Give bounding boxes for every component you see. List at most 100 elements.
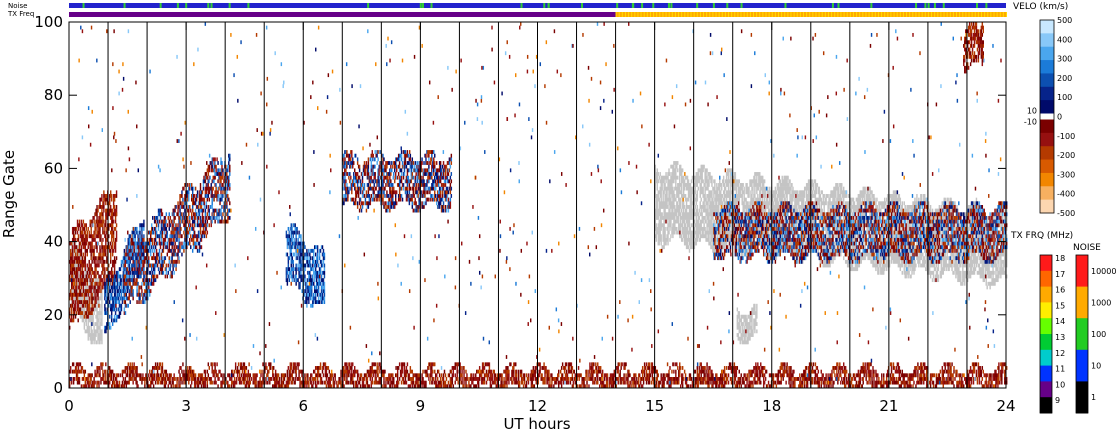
ground-scatter-cell — [681, 237, 684, 242]
velocity-cell — [93, 215, 95, 220]
velocity-cell — [319, 292, 322, 297]
ground-scatter-cell — [708, 237, 710, 242]
ground-scatter-cell — [710, 175, 712, 180]
velocity-cell — [97, 234, 99, 239]
velocity-cell — [353, 201, 355, 206]
ground-scatter-cell — [689, 215, 692, 220]
velocity-cell — [77, 300, 80, 304]
ground-scatter-cell — [660, 212, 662, 217]
velocity-cell — [69, 252, 72, 257]
ground-scatter-cell — [703, 164, 705, 169]
velocity-cell — [113, 300, 116, 304]
velocity-cell — [189, 223, 191, 228]
velocity-cell — [124, 274, 127, 279]
velocity-cell — [110, 270, 113, 275]
velocity-cell — [311, 292, 313, 297]
velocity-cell — [85, 292, 88, 297]
ground-scatter-cell — [712, 208, 714, 213]
velocity-cell — [179, 215, 181, 220]
velocity-cell — [194, 241, 197, 246]
velocity-cell — [295, 234, 297, 239]
velocity-cell — [180, 234, 182, 239]
velocity-cell — [195, 194, 198, 198]
velocity-cell — [109, 285, 111, 290]
velocity-cell — [292, 267, 294, 272]
velocity-cell — [70, 292, 73, 297]
velocity-cell — [170, 274, 172, 279]
velocity-cell — [448, 161, 451, 165]
velocity-cell — [347, 153, 349, 158]
velocity-cell — [122, 278, 125, 283]
velocity-cell — [300, 245, 302, 250]
velocity-cell — [183, 215, 185, 220]
velocity-cell — [436, 197, 439, 202]
velocity-cell — [404, 186, 407, 191]
velocity-cell — [215, 186, 217, 191]
velocity-cell — [387, 205, 389, 209]
ground-scatter-cell — [659, 223, 661, 228]
velocity-cell — [309, 270, 311, 275]
ground-scatter-cell — [671, 230, 673, 235]
velocity-cell — [382, 194, 384, 198]
velocity-cell — [91, 259, 93, 264]
velocity-cell — [299, 252, 301, 257]
ground-scatter-cell — [710, 212, 712, 217]
velocity-cell — [312, 278, 314, 283]
velocity-cell — [106, 285, 108, 290]
velocity-cell — [418, 161, 420, 165]
velocity-cell — [103, 197, 105, 202]
velocity-cell — [389, 172, 391, 176]
velocity-cell — [135, 230, 137, 235]
velocity-cell — [305, 300, 307, 304]
velocity-cell — [352, 179, 354, 184]
velocity-cell — [420, 161, 422, 165]
ground-scatter-cell — [655, 201, 658, 206]
ground-scatter-cell — [677, 205, 679, 209]
velocity-cell — [142, 267, 144, 272]
velocity-cell — [300, 267, 302, 272]
velocity-cell — [74, 289, 77, 294]
velocity-cell — [204, 215, 207, 220]
velocity-cell — [104, 281, 106, 286]
velocity-cell — [198, 234, 201, 239]
velocity-cell — [187, 234, 189, 239]
velocity-cell — [74, 314, 77, 319]
velocity-cell — [422, 190, 424, 195]
velocity-cell — [105, 292, 107, 297]
velocity-cell — [71, 259, 74, 264]
velocity-cell — [397, 172, 400, 176]
velocity-cell — [132, 296, 134, 301]
velocity-cell — [298, 230, 300, 235]
velocity-cell — [345, 190, 347, 195]
velocity-cell — [179, 212, 181, 217]
velocity-cell — [394, 190, 396, 195]
velocity-cell — [97, 285, 99, 290]
velocity-cell — [191, 197, 193, 202]
velocity-cell — [164, 215, 167, 220]
ground-scatter-cell — [672, 168, 674, 173]
velocity-cell — [360, 172, 363, 176]
velocity-cell — [141, 223, 143, 228]
velocity-cell — [108, 241, 110, 246]
velocity-cell — [404, 157, 407, 162]
ground-scatter-cell — [689, 190, 692, 195]
txfreq-tick — [743, 12, 745, 17]
txfreq-tick — [709, 12, 711, 17]
velocity-cell — [101, 263, 103, 268]
velocity-cell — [449, 157, 452, 162]
velocity-cell — [169, 248, 171, 253]
velocity-cell — [95, 289, 97, 294]
velocity-cell — [227, 219, 229, 224]
velocity-cell — [138, 267, 140, 272]
velocity-cell — [414, 201, 416, 206]
velocity-cell — [205, 183, 208, 187]
ground-scatter-cell — [89, 314, 91, 319]
velocity-cell — [109, 256, 112, 261]
txfreq-tick — [818, 12, 820, 17]
velocity-cell — [318, 281, 321, 286]
velocity-cell — [398, 183, 401, 187]
velocity-cell — [313, 285, 316, 290]
velocity-cell — [354, 183, 356, 187]
velocity-cell — [99, 226, 101, 231]
velocity-cell — [320, 292, 323, 297]
